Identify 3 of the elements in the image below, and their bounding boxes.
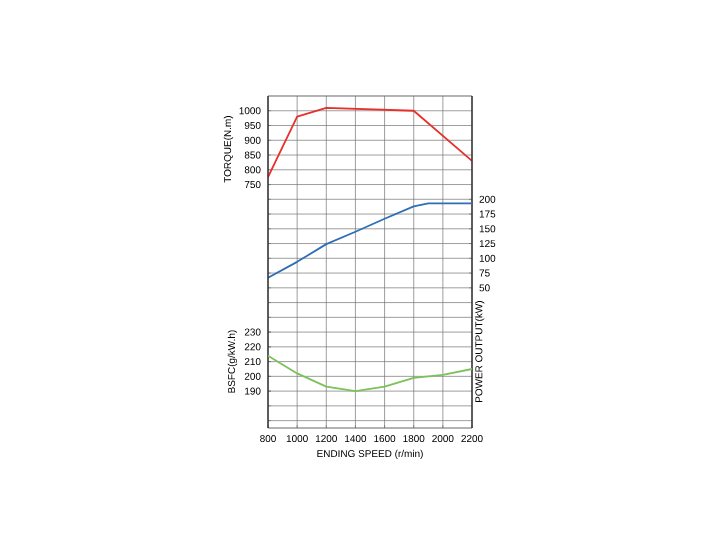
line-series	[268, 202, 472, 279]
line-series	[268, 354, 472, 393]
line-series	[268, 106, 472, 179]
